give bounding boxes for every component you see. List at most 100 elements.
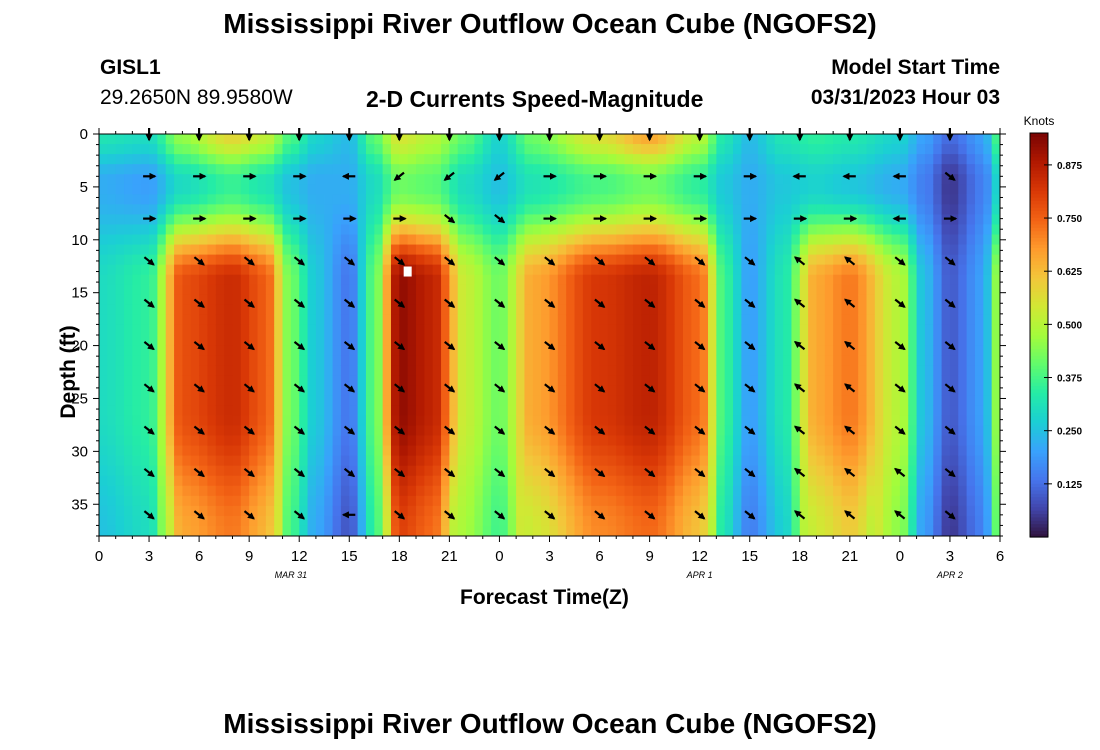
heatmap-cell: [591, 445, 601, 457]
heatmap-cell: [532, 365, 542, 376]
heatmap-cell: [249, 314, 259, 326]
heatmap-cell: [591, 274, 601, 286]
heatmap-cell: [157, 314, 167, 326]
heatmap-cell: [99, 324, 108, 336]
colorbar-segment: [1030, 479, 1048, 484]
heatmap-cell: [299, 505, 309, 517]
heatmap-cell: [591, 164, 601, 175]
heatmap-cell: [924, 134, 934, 145]
heatmap-cell: [349, 475, 359, 487]
heatmap-cell: [274, 425, 284, 437]
heatmap-cell: [699, 515, 709, 527]
vector-arrow: [343, 256, 356, 266]
heatmap-cell: [165, 495, 175, 507]
heatmap-cell: [165, 465, 175, 477]
heatmap-cell: [499, 204, 509, 215]
heatmap-cell: [599, 194, 609, 205]
heatmap-cell: [883, 134, 893, 145]
heatmap-cell: [482, 475, 492, 487]
heatmap-cell: [949, 314, 959, 326]
heatmap-cell: [165, 365, 175, 376]
heatmap-cell: [274, 234, 284, 246]
heatmap-cell: [99, 425, 108, 437]
heatmap-cell: [374, 144, 384, 155]
heatmap-cell: [482, 144, 492, 155]
heatmap-cell: [549, 194, 559, 205]
heatmap-cell: [833, 405, 843, 416]
heatmap-cell: [199, 495, 209, 507]
heatmap-cell: [549, 304, 559, 316]
heatmap-cell: [441, 475, 450, 487]
heatmap-cell: [249, 455, 259, 467]
heatmap-cell: [207, 274, 217, 286]
heatmap-cell: [874, 314, 884, 326]
heatmap-cell: [849, 184, 859, 195]
heatmap-cell: [616, 154, 626, 165]
heatmap-cell: [799, 174, 809, 185]
heatmap-cell: [132, 475, 142, 487]
heatmap-cell: [674, 525, 684, 536]
heatmap-cell: [607, 465, 617, 477]
heatmap-cell: [641, 244, 651, 256]
heatmap-cell: [849, 415, 859, 427]
heatmap-cell: [641, 455, 651, 467]
heatmap-cell: [157, 455, 167, 467]
heatmap-cell: [441, 244, 450, 256]
heatmap-cell: [749, 294, 759, 306]
colorbar-segment: [1030, 462, 1048, 467]
heatmap-cell: [416, 505, 425, 517]
heatmap-cell: [874, 284, 884, 296]
heatmap-cell: [599, 144, 609, 155]
heatmap-cell: [766, 485, 776, 497]
heatmap-cell: [657, 495, 667, 507]
heatmap-cell: [758, 204, 767, 215]
heatmap-cell: [974, 214, 984, 226]
colorbar-segment: [1030, 281, 1048, 286]
heatmap-cell: [833, 164, 843, 175]
heatmap-cell: [666, 455, 676, 467]
heatmap-cell: [449, 345, 459, 356]
heatmap-cell: [382, 154, 392, 165]
heatmap-cell: [365, 445, 375, 457]
heatmap-cell: [557, 385, 567, 396]
heatmap-cell: [282, 154, 292, 165]
heatmap-cell: [424, 284, 434, 296]
heatmap-cell: [532, 445, 542, 457]
heatmap-cell: [624, 355, 634, 366]
heatmap-cell: [390, 324, 400, 336]
heatmap-cell: [657, 244, 667, 256]
heatmap-cell: [390, 475, 400, 487]
heatmap-cell: [507, 415, 517, 427]
heatmap-cell: [182, 244, 192, 256]
heatmap-cell: [482, 324, 492, 336]
heatmap-cell: [591, 345, 601, 356]
heatmap-cell: [674, 485, 684, 497]
heatmap-cell: [132, 465, 142, 477]
heatmap-cell: [916, 254, 926, 266]
heatmap-cell: [624, 254, 634, 266]
heatmap-cell: [174, 254, 184, 266]
heatmap-cell: [741, 164, 751, 175]
heatmap-cell: [674, 284, 684, 296]
heatmap-cell: [357, 415, 367, 427]
heatmap-cell: [749, 324, 759, 336]
heatmap-cell: [566, 264, 576, 276]
heatmap-cell: [574, 204, 584, 215]
heatmap-cell: [874, 525, 884, 536]
heatmap-cell: [716, 174, 726, 185]
colorbar-segment: [1030, 260, 1048, 265]
heatmap-cell: [874, 294, 884, 306]
heatmap-cell: [115, 284, 125, 296]
heatmap-cell: [641, 515, 651, 527]
heatmap-cell: [758, 174, 767, 185]
heatmap-cell: [340, 284, 350, 296]
heatmap-cell: [416, 144, 425, 155]
heatmap-cell: [541, 144, 551, 155]
heatmap-cell: [691, 174, 701, 185]
heatmap-cell: [616, 415, 626, 427]
heatmap-cell: [282, 475, 292, 487]
heatmap-cell: [824, 184, 834, 195]
heatmap-cell: [107, 134, 117, 145]
heatmap-cell: [858, 244, 868, 256]
heatmap-cell: [107, 435, 117, 447]
